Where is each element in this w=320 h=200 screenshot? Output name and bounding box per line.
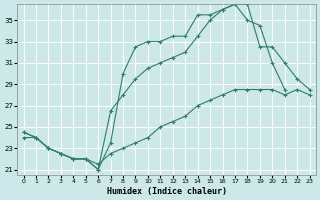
X-axis label: Humidex (Indice chaleur): Humidex (Indice chaleur) (107, 187, 227, 196)
